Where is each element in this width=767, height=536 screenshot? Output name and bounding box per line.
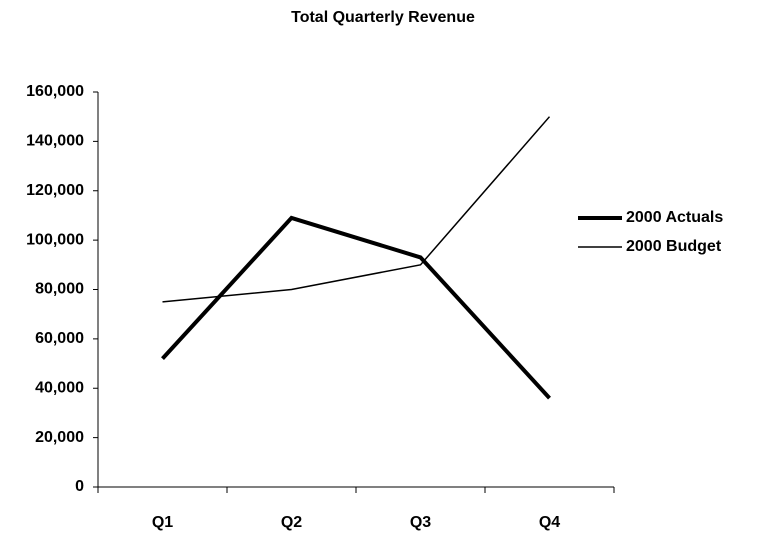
y-tick-label: 120,000 — [26, 182, 84, 199]
x-tick-label: Q4 — [539, 514, 560, 531]
y-tick-label: 80,000 — [35, 281, 84, 298]
series-line — [161, 215, 551, 400]
y-tick-label: 20,000 — [35, 429, 84, 446]
legend-label: 2000 Budget — [626, 238, 722, 255]
x-tick-label: Q2 — [281, 514, 302, 531]
x-tick-label: Q3 — [410, 514, 431, 531]
y-tick-label: 100,000 — [26, 231, 84, 248]
y-tick-label: 60,000 — [35, 330, 84, 347]
y-tick-label: 0 — [75, 478, 84, 495]
y-tick-label: 160,000 — [26, 83, 84, 100]
chart-title: Total Quarterly Revenue — [291, 9, 475, 26]
legend-label: 2000 Actuals — [626, 209, 723, 226]
series-line — [162, 116, 551, 303]
y-tick-label: 40,000 — [35, 379, 84, 396]
x-tick-label: Q1 — [152, 514, 173, 531]
y-tick-label: 140,000 — [26, 133, 84, 150]
